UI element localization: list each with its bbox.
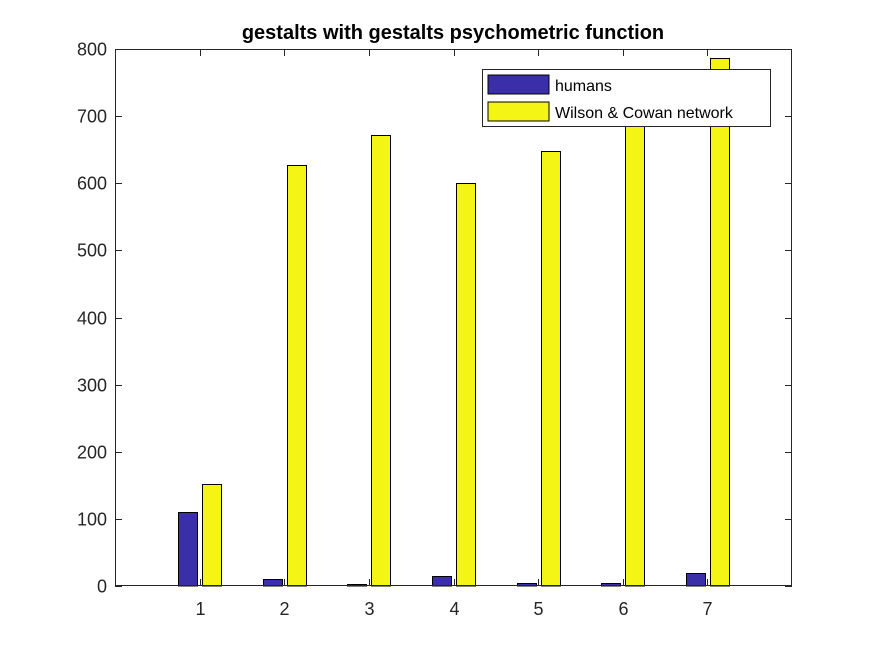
y-tick-label: 0 (97, 577, 107, 597)
y-tick-label: 100 (77, 510, 107, 530)
bars-group (178, 58, 730, 587)
y-tick-label: 500 (77, 241, 107, 261)
bar-wilson-cowan-network-6 (625, 121, 645, 587)
axes-box (115, 49, 792, 586)
y-tick-label: 600 (77, 174, 107, 194)
bar-wilson-cowan-network-2 (287, 165, 307, 587)
bar-humans-7 (686, 573, 706, 587)
legend-label-network: Wilson & Cowan network (555, 105, 734, 122)
bar-wilson-cowan-network-3 (371, 135, 391, 587)
axes-group (115, 49, 792, 586)
chart-title: gestalts with gestalts psychometric func… (242, 22, 664, 44)
bar-wilson-cowan-network-7 (710, 58, 730, 587)
x-axis-ticks: 1 2 3 4 5 6 7 (195, 49, 713, 619)
y-tick-label: 400 (77, 309, 107, 329)
y-tick-label: 200 (77, 443, 107, 463)
y-tick-label: 300 (77, 376, 107, 396)
bar-wilson-cowan-network-5 (541, 151, 561, 587)
x-tick-label: 4 (449, 599, 459, 619)
x-tick-label: 3 (364, 599, 374, 619)
x-tick-label: 1 (195, 599, 205, 619)
bar-humans-1 (178, 512, 198, 587)
y-tick-label: 700 (77, 107, 107, 127)
legend-label-humans: humans (555, 78, 612, 95)
y-tick-label: 800 (77, 40, 107, 60)
x-tick-label: 5 (533, 599, 543, 619)
plot-area (115, 49, 792, 586)
bar-wilson-cowan-network-1 (202, 484, 222, 587)
x-tick-label: 7 (702, 599, 712, 619)
legend-swatch-network (487, 101, 550, 122)
x-tick-label: 6 (618, 599, 628, 619)
bar-humans-4 (432, 576, 452, 587)
legend-swatch-humans (487, 74, 550, 95)
legend: humans Wilson & Cowan network (482, 69, 771, 127)
bar-wilson-cowan-network-4 (456, 183, 476, 587)
y-axis-ticks: 0 100 200 300 400 500 600 700 800 (77, 40, 792, 597)
x-tick-label: 2 (279, 599, 289, 619)
